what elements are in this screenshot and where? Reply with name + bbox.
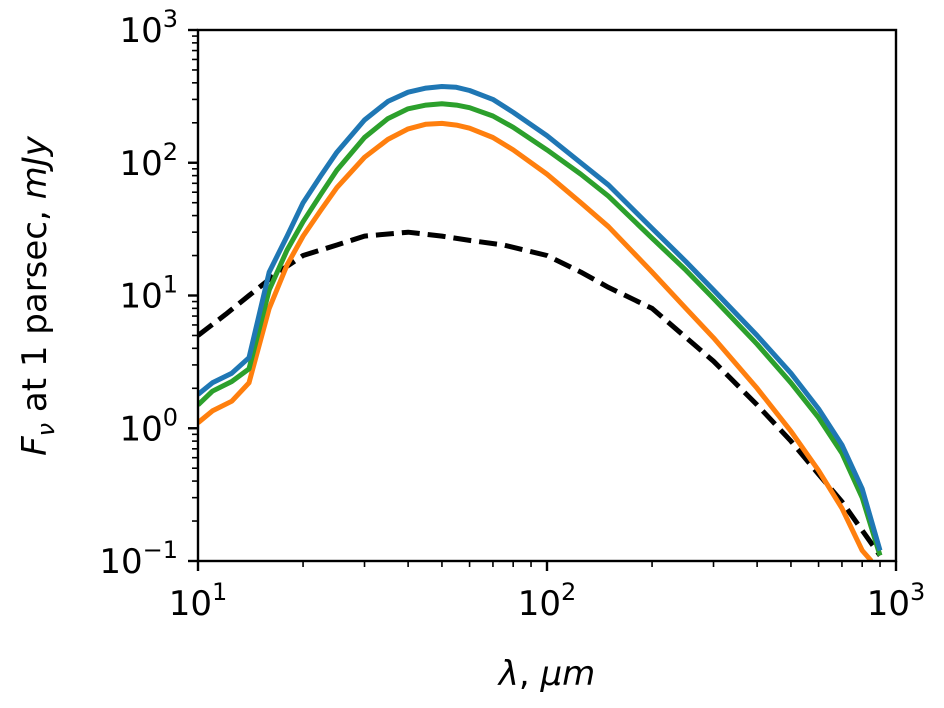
x-tick-label: 101 bbox=[169, 578, 228, 624]
y-axis-unit: mJy bbox=[15, 135, 55, 199]
y-axis-sub: ν bbox=[32, 423, 60, 436]
y-axis-label: Fν at 1 parsec, mJy bbox=[15, 135, 60, 456]
x-tick-label: 102 bbox=[518, 578, 577, 624]
x-axis-sep: , bbox=[519, 654, 541, 694]
x-axis-var: λ bbox=[497, 654, 519, 694]
y-axis-var: F bbox=[15, 436, 55, 456]
series-line-dashed bbox=[198, 229, 883, 557]
y-tick-label: 100 bbox=[119, 403, 178, 449]
x-axis-label: λ, μm bbox=[497, 654, 596, 694]
series-line-orange bbox=[198, 120, 874, 561]
series-line-green bbox=[198, 101, 883, 557]
ticks-layer: 101 102 103 10−1 100 101 102 103 bbox=[99, 5, 925, 624]
x-tick-label: 103 bbox=[867, 578, 926, 624]
series-layer bbox=[198, 84, 883, 561]
y-axis-text: at 1 parsec, bbox=[15, 199, 55, 423]
y-tick-label: 10−1 bbox=[99, 536, 178, 582]
y-tick-label: 102 bbox=[119, 138, 178, 184]
y-tick-label: 101 bbox=[119, 271, 178, 317]
x-axis-unit: μm bbox=[539, 654, 595, 694]
plot-background bbox=[198, 30, 896, 561]
plot-frame bbox=[196, 28, 898, 563]
series-line-blue bbox=[198, 84, 883, 552]
y-tick-label: 103 bbox=[119, 5, 178, 51]
